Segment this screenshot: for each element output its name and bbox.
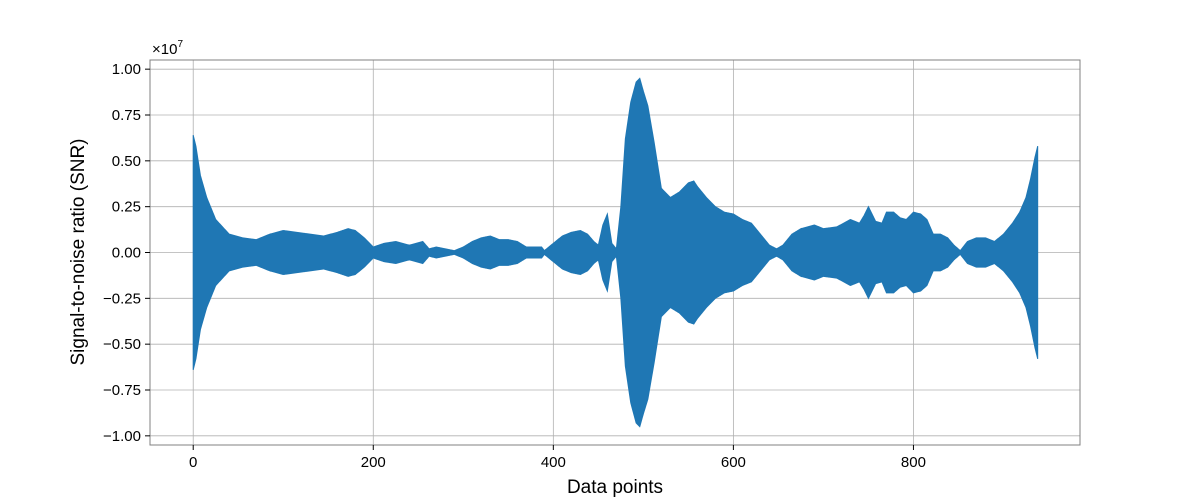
x-tick-label: 800 [901,454,926,471]
y-axis-ticks: −1.00 −0.75 −0.50 −0.25 0.00 0.25 0.50 0.75 1.00 [103,61,150,445]
x-tick-label: 600 [721,454,746,471]
y-tick-label: 0.00 [112,245,141,262]
x-axis-ticks: 0 200 400 600 800 [189,445,926,471]
snr-series-envelope [192,77,1039,428]
y-tick-label: 0.25 [112,199,141,216]
y-tick-label: −0.50 [103,336,141,353]
y-tick-label: −1.00 [103,428,141,445]
y-tick-label: −0.75 [103,382,141,399]
y-tick-label: 1.00 [112,61,141,78]
y-tick-label: 0.50 [112,153,141,170]
series-layer [192,77,1039,428]
y-axis-label: Signal-to-noise ratio (SNR) [68,138,89,365]
x-axis-label: Data points [567,477,663,498]
y-offset-label: ×107 [152,39,183,58]
x-tick-label: 0 [189,454,197,471]
y-tick-label: −0.25 [103,290,141,307]
x-tick-label: 400 [541,454,566,471]
x-tick-label: 200 [361,454,386,471]
y-tick-label: 0.75 [112,107,141,124]
y-offset-exponent: 7 [177,39,183,50]
